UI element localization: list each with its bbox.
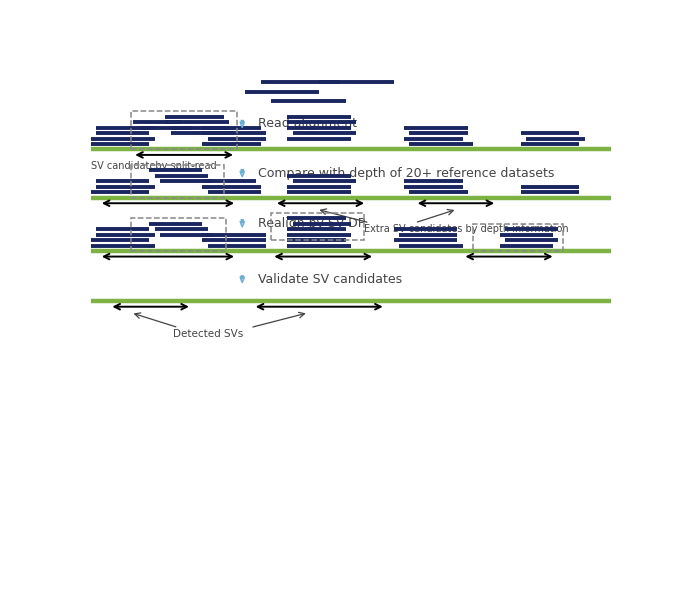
Bar [131, 218, 226, 251]
Text: Compare with depth of 20+ reference datasets: Compare with depth of 20+ reference data… [258, 167, 555, 179]
Text: Detected SVs: Detected SVs [173, 329, 243, 339]
Text: Realign by SV-DP: Realign by SV-DP [258, 217, 365, 230]
Text: Extra SV candidates by depth information: Extra SV candidates by depth information [364, 224, 569, 234]
Bar [131, 165, 223, 198]
Bar [473, 224, 563, 251]
Text: Read alignment: Read alignment [258, 117, 357, 130]
Text: SV candidateby split-read: SV candidateby split-read [91, 161, 216, 171]
Bar [131, 111, 237, 149]
Bar [271, 213, 364, 240]
Text: Validate SV candidates: Validate SV candidates [258, 273, 402, 285]
